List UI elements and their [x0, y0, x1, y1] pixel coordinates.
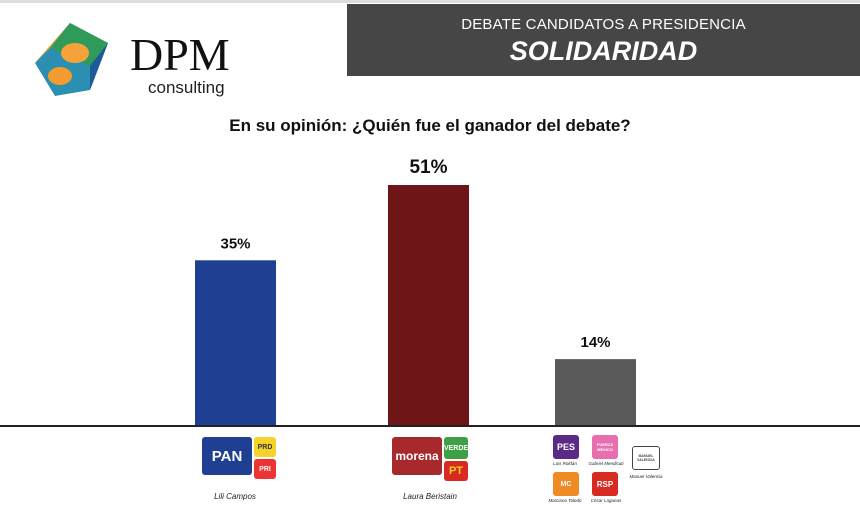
- candidate-name: Gabriel Mendicuti: [588, 461, 624, 466]
- fuerza-mexico-logo-icon: FUERZA MÉXICO: [592, 435, 618, 459]
- data-label: 14%: [580, 334, 610, 351]
- data-label: 35%: [220, 235, 250, 252]
- brand-name: DPM: [130, 29, 230, 80]
- candidate-name: Laura Beristain: [403, 492, 457, 501]
- mc-logo-icon: MC: [553, 472, 579, 496]
- candidate-name: Lili Campos: [214, 492, 256, 501]
- candidate-name: Marciano Toledo: [548, 498, 582, 503]
- top-border: [0, 0, 860, 3]
- pt-logo-icon: PT: [444, 461, 468, 481]
- candidate-name: Manuel Valencia: [629, 474, 663, 479]
- data-label: 51%: [409, 157, 447, 178]
- bar-chart: 35% 51% 14%: [0, 157, 860, 427]
- bar-3: [555, 359, 636, 425]
- rsp-logo-icon: RSP: [592, 472, 618, 496]
- pan-logo-icon: PAN: [202, 437, 252, 475]
- dpm-cube-logo-icon: [35, 23, 108, 96]
- independiente-logo-icon: MANUEL VALENCIA: [632, 446, 660, 470]
- brand-tagline: consulting: [148, 78, 225, 97]
- candidate-name: César Lagunas: [590, 498, 622, 503]
- verde-logo-icon: VERDE: [444, 437, 468, 459]
- morena-logo-icon: morena: [392, 437, 442, 475]
- pes-logo-icon: PES: [553, 435, 579, 459]
- prd-logo-icon: PRD: [254, 437, 276, 457]
- bar-2: [388, 185, 469, 425]
- header-banner: DEBATE CANDIDATOS A PRESIDENCIA SOLIDARI…: [347, 4, 860, 76]
- chart-title: En su opinión: ¿Quién fue el ganador del…: [229, 116, 631, 135]
- header-title: SOLIDARIDAD: [509, 36, 698, 66]
- pri-logo-icon: PRI: [254, 459, 276, 479]
- bar-1: [195, 260, 276, 425]
- header-subtitle: DEBATE CANDIDATOS A PRESIDENCIA: [461, 16, 746, 33]
- candidate-name: Luis Roldán: [553, 461, 577, 466]
